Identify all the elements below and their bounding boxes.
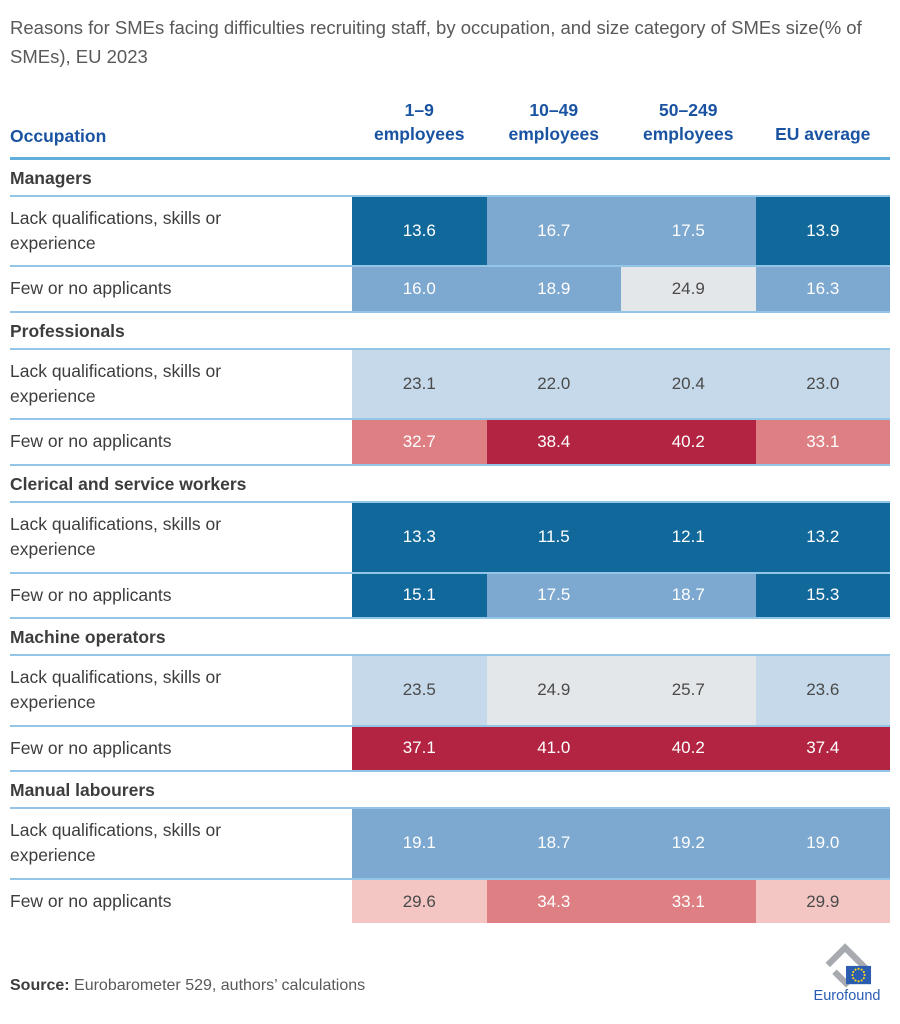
table-row: Few or no applicants 32.7 38.4 40.2 33.1 — [10, 420, 890, 466]
value-cell: 18.7 — [486, 809, 621, 878]
eurofound-logo: Eurofound — [804, 939, 890, 1005]
eu-flag — [846, 966, 872, 985]
table-row: Lack qualifications, skills or experienc… — [10, 502, 890, 574]
value-cell: 20.4 — [621, 349, 756, 419]
row-label: Few or no applicants — [10, 879, 352, 924]
value-cell: 41.0 — [486, 726, 621, 771]
table-row: Few or no applicants 37.1 41.0 40.2 37.4 — [10, 726, 890, 773]
heatmap-table: Occupation 1–9 employees 10–49 employees… — [10, 99, 890, 924]
table-row: Lack qualifications, skills or experienc… — [10, 655, 890, 727]
row-label: Few or no applicants — [10, 267, 352, 311]
value-cell: 23.0 — [755, 349, 890, 419]
source-text: Eurobarometer 529, authors’ calculations — [69, 977, 366, 995]
group-header-managers: Managers — [10, 160, 890, 197]
row-label: Lack qualifications, skills or experienc… — [10, 349, 352, 419]
column-header-10-49-employees: 10–49 employees — [508, 100, 599, 144]
row-label: Few or no applicants — [10, 420, 352, 464]
table-row: Lack qualifications, skills or experienc… — [10, 349, 890, 421]
value-cell: 25.7 — [621, 655, 756, 725]
group-header-machine-operators: Machine operators — [10, 619, 890, 656]
value-cell: 12.1 — [621, 502, 756, 572]
value-cell: 38.4 — [486, 420, 621, 464]
row-label: Few or no applicants — [10, 573, 352, 617]
figure-footer: Source: Eurobarometer 529, authors’ calc… — [10, 939, 890, 1005]
row-label: Few or no applicants — [10, 726, 352, 771]
value-cell: 15.1 — [352, 573, 487, 617]
value-cell: 37.1 — [352, 726, 487, 771]
value-cell: 13.2 — [755, 502, 890, 572]
row-label: Lack qualifications, skills or experienc… — [10, 809, 352, 878]
value-cell: 17.5 — [486, 573, 621, 617]
value-cell: 23.1 — [352, 349, 487, 419]
value-cell: 18.7 — [621, 573, 756, 617]
value-cell: 19.2 — [621, 809, 756, 878]
value-cell: 16.7 — [486, 196, 621, 266]
group-header-manual-labourers: Manual labourers — [10, 772, 890, 810]
source-label: Source: — [10, 977, 70, 995]
table-row: Few or no applicants 29.6 34.3 33.1 29.9 — [10, 879, 890, 924]
row-label: Lack qualifications, skills or experienc… — [10, 502, 352, 572]
value-cell: 19.1 — [352, 809, 487, 878]
value-cell: 19.0 — [755, 809, 890, 878]
value-cell: 13.6 — [352, 196, 487, 266]
column-header-50-249-employees: 50–249 employees — [643, 100, 734, 144]
row-label: Lack qualifications, skills or experienc… — [10, 655, 352, 725]
value-cell: 29.6 — [352, 879, 487, 924]
value-cell: 16.3 — [755, 267, 890, 311]
row-label: Lack qualifications, skills or experienc… — [10, 196, 352, 266]
value-cell: 24.9 — [621, 267, 756, 311]
column-header-1-9-employees: 1–9 employees — [374, 100, 465, 144]
table-row: Few or no applicants 16.0 18.9 24.9 16.3 — [10, 267, 890, 313]
value-cell: 40.2 — [621, 726, 756, 771]
value-cell: 23.5 — [352, 655, 487, 725]
value-cell: 18.9 — [486, 267, 621, 311]
column-header-occupation: Occupation — [10, 125, 107, 146]
value-cell: 23.6 — [755, 655, 890, 725]
eurofound-logo-icon — [825, 943, 872, 988]
group-header-professionals: Professionals — [10, 313, 890, 350]
value-cell: 11.5 — [486, 502, 621, 572]
table-row: Lack qualifications, skills or experienc… — [10, 196, 890, 268]
value-cell: 29.9 — [755, 879, 890, 924]
value-cell: 34.3 — [486, 879, 621, 924]
value-cell: 33.1 — [755, 420, 890, 464]
value-cell: 17.5 — [621, 196, 756, 266]
value-cell: 13.9 — [755, 196, 890, 266]
value-cell: 15.3 — [755, 573, 890, 617]
table-row: Few or no applicants 15.1 17.5 18.7 15.3 — [10, 573, 890, 619]
logo-wordmark: Eurofound — [813, 988, 881, 1005]
column-header-eu-average: EU average — [775, 123, 871, 144]
source-note: Source: Eurobarometer 529, authors’ calc… — [10, 977, 365, 1005]
value-cell: 40.2 — [621, 420, 756, 464]
value-cell: 16.0 — [352, 267, 487, 311]
table-header-row: Occupation 1–9 employees 10–49 employees… — [10, 99, 890, 160]
value-cell: 24.9 — [486, 655, 621, 725]
table-row: Lack qualifications, skills or experienc… — [10, 809, 890, 880]
value-cell: 32.7 — [352, 420, 487, 464]
value-cell: 37.4 — [755, 726, 890, 771]
page-title: Reasons for SMEs facing difficulties rec… — [10, 17, 862, 67]
value-cell: 13.3 — [352, 502, 487, 572]
group-header-clerical-service-workers: Clerical and service workers — [10, 466, 890, 503]
value-cell: 22.0 — [486, 349, 621, 419]
value-cell: 33.1 — [621, 879, 756, 924]
